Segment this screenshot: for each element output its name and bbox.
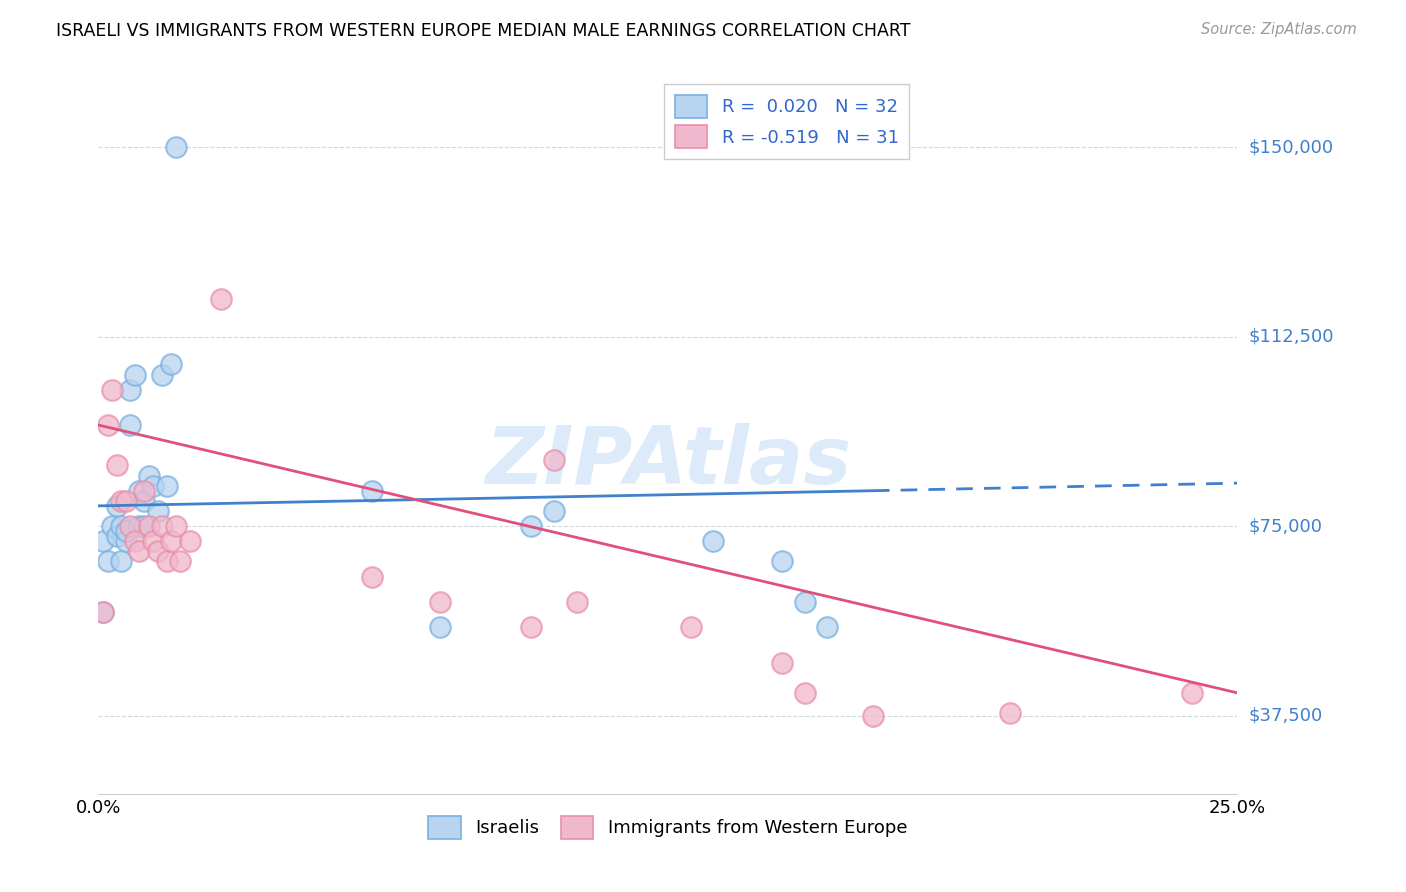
Point (120, 383, 142, 397)
Point (114, 493, 136, 508)
Text: $112,500: $112,500 (1249, 327, 1334, 345)
Point (132, 483, 155, 498)
Point (124, 534, 146, 549)
Point (142, 478, 165, 492)
Point (702, 534, 724, 549)
Point (120, 418, 142, 433)
Point (101, 383, 124, 397)
Point (105, 458, 128, 473)
Point (146, 504, 169, 518)
Point (105, 529, 128, 543)
Point (543, 453, 565, 467)
Text: $75,000: $75,000 (1249, 517, 1323, 535)
Point (165, 519, 187, 533)
Point (128, 519, 150, 533)
Point (96, 554, 118, 568)
Point (169, 554, 191, 568)
Point (165, 140, 187, 154)
Point (429, 620, 451, 634)
Point (160, 358, 183, 372)
Point (138, 468, 160, 483)
Point (114, 534, 136, 549)
Point (770, 656, 793, 670)
Point (360, 569, 382, 583)
Point (138, 519, 160, 533)
Point (793, 595, 815, 609)
Point (91, 605, 114, 619)
Legend: Israelis, Immigrants from Western Europe: Israelis, Immigrants from Western Europe (422, 809, 914, 847)
Point (815, 620, 838, 634)
Point (156, 554, 179, 568)
Point (429, 595, 451, 609)
Point (862, 708, 884, 723)
Point (160, 534, 183, 549)
Point (114, 524, 136, 538)
Point (105, 499, 128, 513)
Point (110, 554, 132, 568)
Point (128, 483, 150, 498)
Point (101, 519, 124, 533)
Point (179, 534, 201, 549)
Point (770, 554, 793, 568)
Point (110, 493, 132, 508)
Point (91, 605, 114, 619)
Text: ZIPAtlas: ZIPAtlas (485, 423, 851, 500)
Point (96, 418, 118, 433)
Point (128, 544, 150, 558)
Text: ISRAELI VS IMMIGRANTS FROM WESTERN EUROPE MEDIAN MALE EARNINGS CORRELATION CHART: ISRAELI VS IMMIGRANTS FROM WESTERN EUROP… (56, 22, 911, 40)
Text: Source: ZipAtlas.com: Source: ZipAtlas.com (1201, 22, 1357, 37)
Point (91, 534, 114, 549)
Point (110, 519, 132, 533)
Point (543, 504, 565, 518)
Point (150, 368, 173, 382)
Text: $37,500: $37,500 (1249, 706, 1323, 724)
Point (120, 519, 142, 533)
Point (150, 519, 173, 533)
Point (565, 595, 588, 609)
Point (360, 483, 382, 498)
Point (793, 686, 815, 700)
Point (142, 534, 165, 549)
Point (1181, 686, 1204, 700)
Point (520, 519, 543, 533)
Point (998, 706, 1021, 720)
Point (156, 478, 179, 492)
Point (132, 493, 155, 508)
Point (679, 620, 702, 634)
Point (132, 519, 155, 533)
Point (146, 544, 169, 558)
Point (520, 620, 543, 634)
Point (209, 292, 232, 306)
Text: $150,000: $150,000 (1249, 138, 1333, 156)
Point (124, 368, 146, 382)
